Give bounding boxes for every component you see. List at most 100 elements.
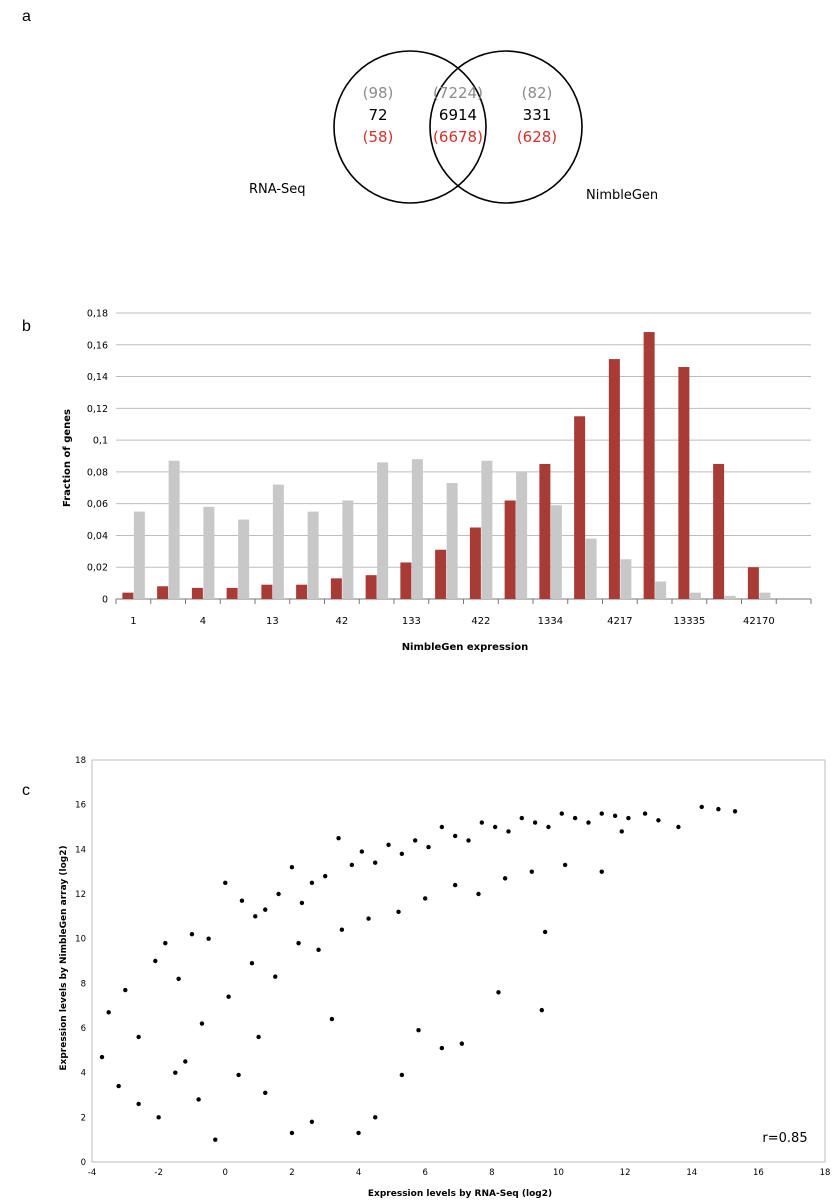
bar-chart-y-tick-label: 0,02 <box>87 563 108 574</box>
scatter-point <box>422 896 428 901</box>
venn-nimblegen-only-red: (628) <box>517 128 557 146</box>
venn-circle-nimblegen <box>429 50 583 204</box>
bar-chart-bars <box>115 332 812 604</box>
scatter-point <box>99 1054 105 1060</box>
scatter-x-tick-label: 12 <box>620 1168 631 1178</box>
bar-red <box>608 359 620 599</box>
scatter-x-tick-label: 8 <box>489 1168 494 1178</box>
scatter-point <box>263 907 268 912</box>
scatter-point <box>716 806 721 812</box>
scatter-point <box>183 1059 188 1064</box>
bar-chart-y-tick-label: 0,06 <box>87 499 108 510</box>
scatter-point <box>476 891 481 897</box>
bar-grey <box>342 500 354 599</box>
scatter-y-tick-label: 10 <box>75 935 86 945</box>
bar-red <box>365 575 377 599</box>
bar-chart-y-tick-labels: 0 0,02 0,04 0,06 0,08 0,1 0,12 0,14 0,16 0,18 <box>87 309 108 606</box>
bar-chart-x-tick-labels: 1 4 13 42 133 422 1334 4217 13335 42170 <box>130 616 775 627</box>
scatter-point <box>492 824 498 830</box>
scatter-point <box>459 1041 465 1046</box>
scatter-point <box>349 862 355 868</box>
scatter-point <box>356 1130 361 1136</box>
scatter-point <box>249 961 255 966</box>
scatter-point <box>452 833 458 839</box>
bar-red <box>678 367 690 599</box>
scatter-point <box>466 838 471 843</box>
scatter-point <box>226 994 231 999</box>
bar-chart-y-tick-label: 0,14 <box>87 372 108 383</box>
scatter-point <box>642 811 648 816</box>
scatter-point <box>116 1083 121 1089</box>
scatter-point <box>296 940 301 946</box>
scatter-point <box>366 916 371 921</box>
scatter-point <box>213 1137 218 1142</box>
scatter-point <box>572 815 578 821</box>
scatter-point <box>359 849 365 854</box>
bar-red <box>713 463 725 599</box>
venn-intersection-black: 6914 <box>439 106 477 124</box>
bar-grey <box>724 595 736 599</box>
scatter-point <box>236 1072 241 1078</box>
scatter-x-axis-label: Expression levels by RNA-Seq (log2) <box>368 1189 552 1199</box>
scatter-point <box>136 1101 141 1107</box>
bar-grey <box>168 460 180 599</box>
scatter-point <box>619 829 624 834</box>
scatter-point <box>562 862 568 868</box>
bar-chart-x-axis-label: NimbleGen expression <box>402 642 529 653</box>
scatter-y-tick-label: 14 <box>75 845 86 855</box>
scatter-point <box>532 820 538 825</box>
scatter-y-axis-label: Expression levels by NimbleGen array (lo… <box>59 845 69 1070</box>
scatter-point <box>263 1090 268 1095</box>
bar-grey <box>133 511 145 599</box>
scatter-y-tick-labels: 0 2 4 6 8 10 12 14 16 18 <box>75 756 86 1168</box>
scatter-point <box>452 882 458 888</box>
panel-letter-b: b <box>22 318 31 335</box>
bar-chart-x-tick-label: 422 <box>471 616 490 627</box>
scatter-point <box>676 824 681 830</box>
venn-nimblegen-only-grey: (82) <box>522 84 553 102</box>
scatter-point <box>439 1045 445 1051</box>
scatter-point <box>196 1097 201 1102</box>
scatter-x-tick-label: 2 <box>289 1168 294 1178</box>
scatter-y-tick-label: 0 <box>81 1158 86 1168</box>
scatter-point <box>106 1010 111 1015</box>
scatter-point <box>253 914 258 919</box>
bar-chart-x-tick-label: 1 <box>130 616 136 627</box>
bar-grey <box>307 511 319 599</box>
bar-red <box>747 567 759 599</box>
bar-grey <box>481 460 493 599</box>
scatter-point <box>416 1028 421 1033</box>
scatter-point <box>316 947 321 953</box>
scatter-plot-area <box>91 759 826 1163</box>
bar-chart-y-tick-label: 0,12 <box>87 404 108 415</box>
bar-grey <box>516 471 528 599</box>
scatter-x-tick-label: 0 <box>223 1168 228 1178</box>
scatter-point <box>309 880 315 886</box>
scatter-point <box>323 873 328 879</box>
bar-chart-x-tick-label: 4217 <box>607 616 632 627</box>
scatter-point <box>502 876 508 881</box>
scatter-point <box>163 940 168 946</box>
panel-letter-a: a <box>22 8 31 25</box>
scatter-point <box>339 927 345 932</box>
scatter-point <box>542 929 548 935</box>
scatter-point <box>546 824 551 830</box>
scatter-point <box>276 891 281 897</box>
scatter-x-tick-label: 18 <box>820 1168 831 1178</box>
bar-grey <box>655 581 667 599</box>
scatter-y-tick-label: 4 <box>81 1069 86 1079</box>
bar-red <box>643 332 655 599</box>
bar-chart-x-tick-label: 42170 <box>743 616 775 627</box>
scatter-point <box>173 1070 178 1075</box>
bar-grey <box>759 592 771 599</box>
bar-chart-x-tick-label: 13335 <box>673 616 705 627</box>
bar-grey <box>411 459 423 599</box>
bar-red <box>330 578 342 599</box>
scatter-point <box>732 809 738 814</box>
bar-grey <box>689 592 701 599</box>
scatter-point <box>599 811 604 816</box>
bar-red <box>122 592 134 599</box>
venn-rnaseq-only-red: (58) <box>363 128 394 146</box>
bar-chart-x-tick-label: 1334 <box>538 616 563 627</box>
scatter-point <box>256 1034 261 1040</box>
